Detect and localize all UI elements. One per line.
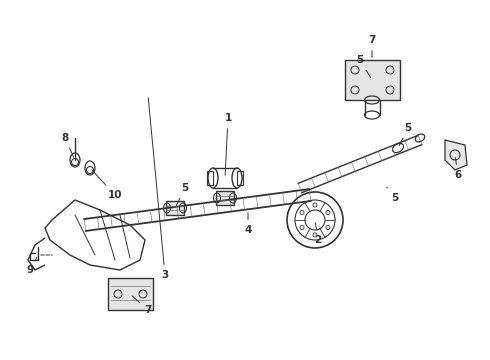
- Text: 8: 8: [61, 133, 74, 157]
- Text: 3: 3: [148, 98, 169, 280]
- Bar: [237, 171, 243, 185]
- Text: 5: 5: [176, 183, 189, 206]
- Text: 2: 2: [315, 223, 321, 245]
- Bar: [108, 278, 153, 310]
- Text: 7: 7: [368, 35, 376, 57]
- Text: 6: 6: [454, 158, 462, 180]
- Text: 7: 7: [132, 296, 152, 315]
- Text: 5: 5: [356, 55, 370, 78]
- Text: 10: 10: [92, 170, 122, 200]
- Bar: [207, 171, 213, 185]
- Bar: [216, 191, 234, 205]
- Text: 9: 9: [26, 257, 37, 275]
- Text: 1: 1: [224, 113, 232, 175]
- Bar: [345, 60, 400, 100]
- Text: 5: 5: [387, 187, 399, 203]
- Bar: [166, 201, 184, 215]
- Text: 4: 4: [245, 213, 252, 235]
- Polygon shape: [445, 140, 467, 170]
- Text: 5: 5: [399, 123, 412, 145]
